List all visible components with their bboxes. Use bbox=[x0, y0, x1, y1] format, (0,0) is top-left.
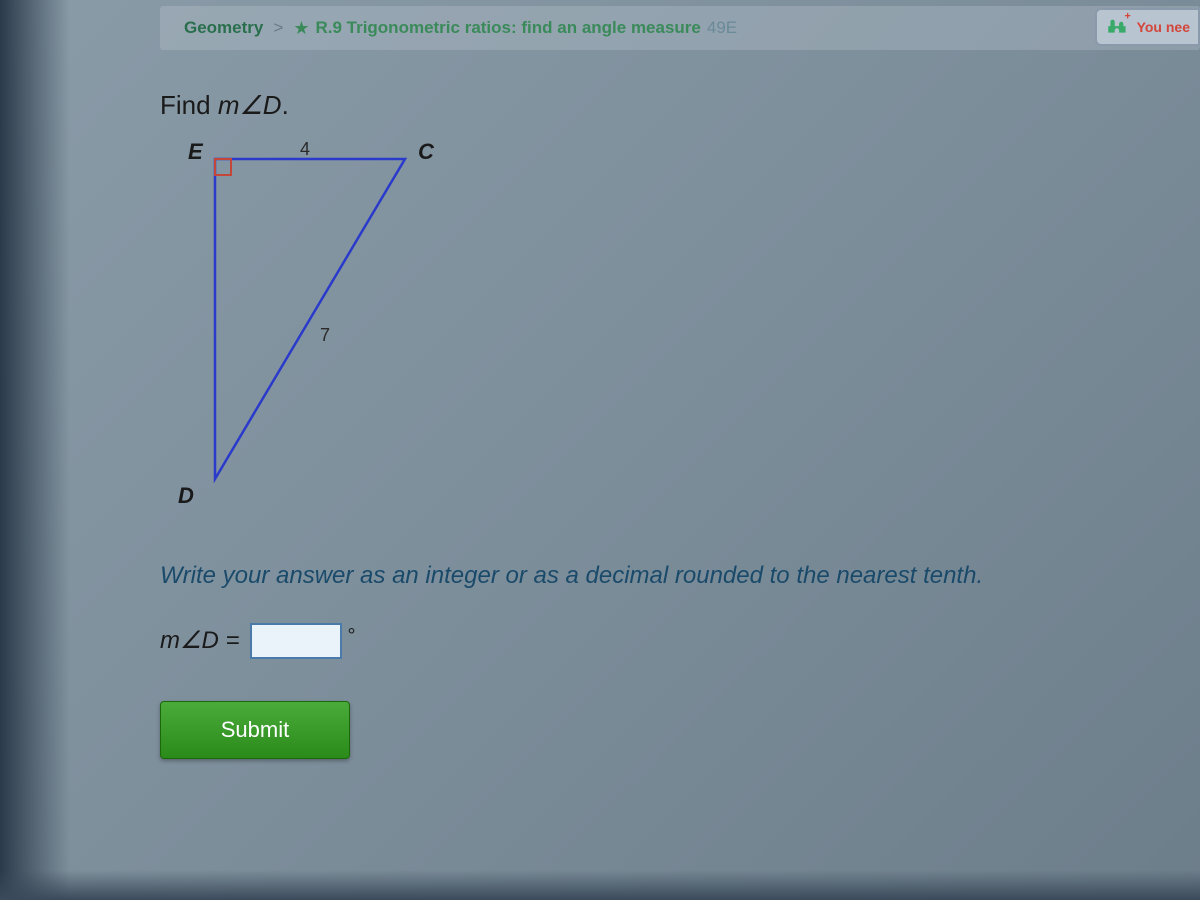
vertex-label-d: D bbox=[178, 483, 194, 509]
svg-text:+: + bbox=[1124, 12, 1130, 23]
screen-edge-left bbox=[0, 0, 70, 900]
star-icon: ★ bbox=[293, 18, 309, 39]
vertex-label-c: C bbox=[418, 139, 434, 165]
degree-symbol: ° bbox=[348, 625, 356, 648]
question-suffix: . bbox=[282, 90, 289, 120]
triangle-figure: E C D 4 7 bbox=[160, 139, 600, 529]
hint-badge[interactable]: + You nee bbox=[1095, 8, 1200, 46]
question-angle: m∠D bbox=[218, 90, 282, 120]
breadcrumb-subject[interactable]: Geometry bbox=[184, 18, 263, 38]
answer-label: m∠D = bbox=[160, 626, 240, 655]
question-prefix: Find bbox=[160, 90, 218, 120]
screen-edge-bottom bbox=[0, 870, 1200, 900]
content-area: Find m∠D. E C D 4 7 Write your answer as… bbox=[160, 90, 1160, 759]
answer-row: m∠D = ° bbox=[160, 623, 1160, 659]
question-text: Find m∠D. bbox=[160, 90, 1160, 121]
puzzle-icon: + bbox=[1105, 12, 1131, 43]
breadcrumb: Geometry > ★ R.9 Trigonometric ratios: f… bbox=[160, 6, 1200, 50]
submit-button[interactable]: Submit bbox=[160, 701, 350, 759]
side-label-ec: 4 bbox=[300, 139, 310, 160]
answer-input[interactable] bbox=[250, 623, 342, 659]
breadcrumb-separator: > bbox=[273, 18, 283, 38]
side-label-cd: 7 bbox=[320, 325, 330, 346]
breadcrumb-topic[interactable]: R.9 Trigonometric ratios: find an angle … bbox=[315, 18, 700, 38]
triangle-svg bbox=[210, 149, 420, 489]
breadcrumb-code: 49E bbox=[707, 18, 737, 38]
vertex-label-e: E bbox=[188, 139, 203, 165]
hint-badge-text: You nee bbox=[1137, 19, 1190, 35]
instruction-text: Write your answer as an integer or as a … bbox=[160, 559, 1160, 593]
